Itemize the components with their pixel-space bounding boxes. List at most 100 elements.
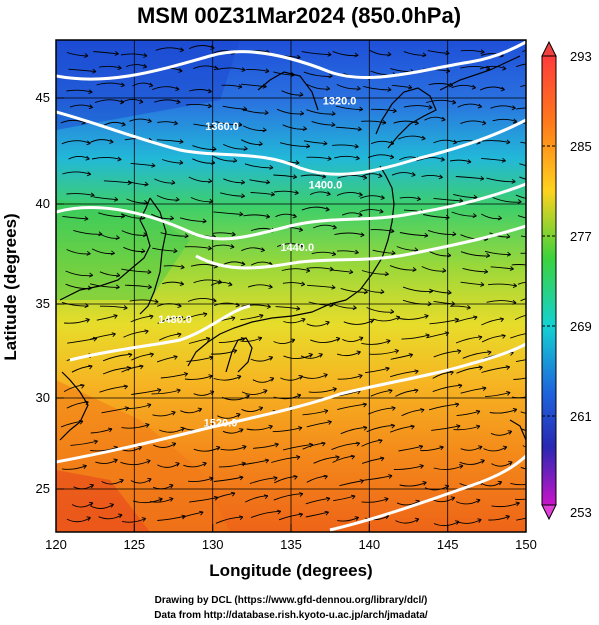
streamline bbox=[188, 176, 212, 183]
streamline-arrowhead bbox=[507, 430, 513, 435]
streamline-arrowhead bbox=[517, 199, 522, 205]
streamline bbox=[310, 337, 341, 343]
streamline bbox=[249, 477, 278, 485]
streamline bbox=[515, 194, 526, 199]
streamline-arrowhead bbox=[265, 179, 270, 185]
streamline-arrowhead bbox=[308, 352, 313, 358]
streamline bbox=[398, 135, 426, 140]
streamline bbox=[339, 480, 364, 487]
streamline bbox=[313, 224, 337, 229]
streamline-arrowhead bbox=[414, 517, 420, 523]
streamline-arrowhead bbox=[120, 82, 125, 88]
streamline-arrowhead bbox=[411, 171, 416, 177]
streamline bbox=[93, 196, 118, 201]
streamline bbox=[213, 375, 242, 381]
x-tick-label: 130 bbox=[202, 537, 224, 552]
streamline-arrowhead bbox=[110, 250, 115, 256]
streamline-arrowhead bbox=[390, 309, 395, 315]
streamline-arrowhead bbox=[446, 68, 451, 74]
streamline-arrowhead bbox=[89, 272, 94, 278]
streamline bbox=[218, 462, 246, 468]
streamline-arrowhead bbox=[119, 478, 124, 484]
streamline bbox=[183, 462, 207, 468]
streamline bbox=[458, 519, 482, 524]
streamline-arrowhead bbox=[369, 318, 374, 324]
streamline-arrowhead bbox=[175, 86, 180, 92]
streamline bbox=[250, 356, 273, 362]
streamline bbox=[124, 284, 152, 288]
streamline-arrowhead bbox=[143, 200, 148, 205]
streamline bbox=[361, 173, 383, 178]
wind-streamlines bbox=[60, 45, 540, 527]
streamline-arrowhead bbox=[292, 213, 297, 219]
streamline-arrowhead bbox=[414, 120, 419, 126]
streamline bbox=[64, 318, 90, 324]
streamline-arrowhead bbox=[444, 484, 450, 490]
streamline-arrowhead bbox=[480, 175, 485, 181]
streamline-arrowhead bbox=[477, 103, 483, 109]
streamline-arrowhead bbox=[439, 445, 444, 451]
streamline-arrowhead bbox=[88, 501, 94, 507]
streamline-arrowhead bbox=[240, 193, 245, 199]
streamline-arrowhead bbox=[128, 352, 133, 358]
streamline-arrowhead bbox=[179, 315, 184, 321]
streamline bbox=[311, 120, 336, 126]
streamline-arrowhead bbox=[424, 314, 429, 319]
streamline bbox=[222, 261, 246, 266]
streamline-arrowhead bbox=[266, 304, 271, 309]
streamline bbox=[462, 267, 488, 273]
contour-label: 1320.0 bbox=[323, 95, 357, 107]
streamline bbox=[389, 265, 417, 271]
streamline bbox=[433, 521, 460, 527]
streamline bbox=[152, 484, 174, 490]
streamline-arrowhead bbox=[380, 289, 385, 295]
streamline bbox=[130, 478, 152, 484]
streamline bbox=[520, 252, 526, 254]
streamline-arrowhead bbox=[445, 50, 450, 56]
streamline bbox=[244, 495, 268, 503]
streamline bbox=[520, 84, 526, 88]
streamline bbox=[120, 99, 144, 103]
streamline-arrowhead bbox=[108, 427, 113, 433]
streamline bbox=[492, 118, 517, 122]
streamline bbox=[311, 251, 336, 255]
x-tick-label: 145 bbox=[437, 537, 459, 552]
streamline-arrowhead bbox=[482, 386, 487, 392]
streamline-arrowhead bbox=[325, 320, 330, 326]
x-tick-label: 140 bbox=[358, 537, 380, 552]
streamline bbox=[399, 481, 427, 487]
streamline bbox=[63, 384, 85, 392]
streamline-arrowhead bbox=[85, 155, 90, 161]
streamline bbox=[193, 446, 221, 452]
streamline-arrowhead bbox=[534, 312, 538, 316]
streamline bbox=[210, 349, 237, 355]
streamline-arrowhead bbox=[456, 424, 461, 429]
streamline-arrowhead bbox=[331, 122, 336, 128]
streamline-arrowhead bbox=[512, 407, 518, 413]
streamline bbox=[365, 367, 390, 374]
streamline-arrowhead bbox=[536, 282, 540, 286]
streamline bbox=[183, 313, 208, 321]
streamline-arrowhead bbox=[321, 441, 326, 447]
streamline-arrowhead bbox=[230, 491, 236, 497]
streamline-arrowhead bbox=[257, 336, 263, 342]
streamline-arrowhead bbox=[497, 480, 503, 486]
streamline-arrowhead bbox=[169, 215, 174, 221]
streamline-arrowhead bbox=[84, 216, 89, 221]
streamline-arrowhead bbox=[419, 464, 424, 469]
streamline-arrowhead bbox=[202, 218, 207, 224]
streamline bbox=[426, 99, 457, 104]
streamline-arrowhead bbox=[299, 243, 304, 249]
streamline-arrowhead bbox=[86, 250, 91, 256]
streamline bbox=[390, 370, 419, 378]
streamline bbox=[483, 446, 508, 452]
streamline bbox=[331, 442, 360, 451]
streamline-arrowhead bbox=[325, 496, 331, 502]
streamline bbox=[340, 287, 368, 293]
streamline-arrowhead bbox=[109, 139, 114, 144]
streamline-arrowhead bbox=[82, 464, 87, 469]
streamline bbox=[454, 140, 481, 144]
streamline bbox=[342, 337, 364, 342]
streamline-arrowhead bbox=[114, 196, 119, 202]
streamline-arrowhead bbox=[475, 409, 481, 415]
